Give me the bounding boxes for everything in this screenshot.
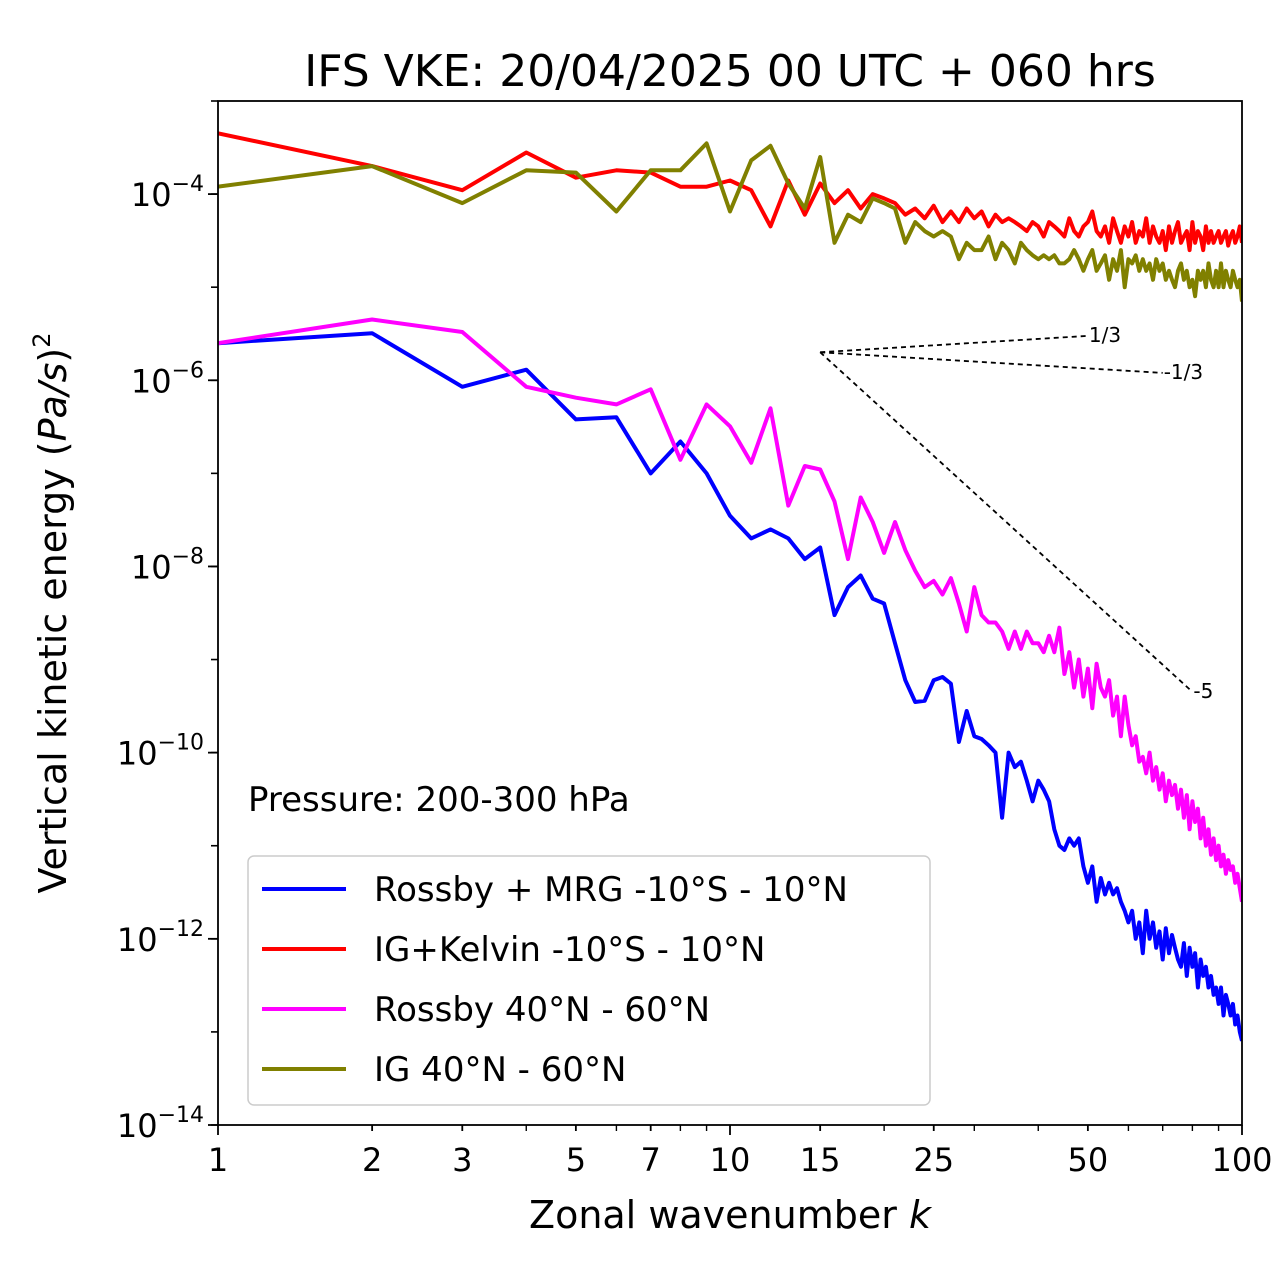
reference-line-3	[819, 351, 1193, 693]
y-tick-label: 10−4	[131, 172, 204, 214]
reference-label-1: 1/3	[1089, 323, 1121, 347]
reference-label-2: -1/3	[1164, 360, 1203, 384]
y-tick-label: 10−12	[117, 917, 204, 959]
x-axis-ticks: 1 2 3 5 7 10 15 25 50 100	[208, 1125, 1273, 1179]
legend: Rossby + MRG -10°S - 10°N IG+Kelvin -10°S…	[247, 855, 931, 1106]
y-axis-ticks: 10−4 10−6 10−8 10−10 10−12 10−14	[117, 100, 218, 1145]
chart-title: IFS VKE: 20/04/2025 00 UTC + 060 hrs	[304, 46, 1156, 97]
y-tick-label: 10−8	[131, 544, 204, 586]
legend-label-1: Rossby + MRG -10°S - 10°N	[374, 870, 848, 910]
series-line-2	[218, 131, 1242, 253]
x-tick-label: 1	[208, 1141, 228, 1179]
legend-label-2: IG+Kelvin -10°S - 10°N	[374, 930, 765, 970]
y-axis-label: Vertical kinetic energy (Pa/s)2	[28, 332, 75, 893]
y-tick-label: 10−10	[117, 731, 204, 773]
x-tick-label: 3	[452, 1141, 472, 1179]
x-tick-label: 100	[1211, 1141, 1272, 1179]
x-tick-label: 5	[566, 1141, 586, 1179]
legend-box	[247, 855, 931, 1106]
legend-label-3: Rossby 40°N - 60°N	[374, 990, 710, 1030]
x-tick-label: 10	[710, 1141, 751, 1179]
x-tick-label: 15	[800, 1141, 841, 1179]
reference-label-3: -5	[1193, 679, 1213, 703]
x-axis-label: Zonal wavenumber k	[529, 1193, 933, 1237]
series-line-3	[218, 317, 1242, 903]
x-tick-label: 25	[913, 1141, 954, 1179]
series-line-4	[218, 141, 1242, 302]
x-tick-label: 7	[641, 1141, 661, 1179]
series-layer	[218, 131, 1242, 1042]
x-tick-label: 2	[362, 1141, 382, 1179]
y-tick-label: 10−14	[117, 1103, 204, 1145]
pressure-annotation: Pressure: 200-300 hPa	[248, 780, 630, 820]
y-tick-label: 10−6	[131, 358, 204, 400]
legend-label-4: IG 40°N - 60°N	[374, 1050, 626, 1090]
reference-lines: 1/3 -1/3 -5	[819, 323, 1213, 703]
reference-line-2	[820, 351, 1163, 374]
x-tick-label: 50	[1068, 1141, 1109, 1179]
series-line-1	[218, 331, 1242, 1042]
